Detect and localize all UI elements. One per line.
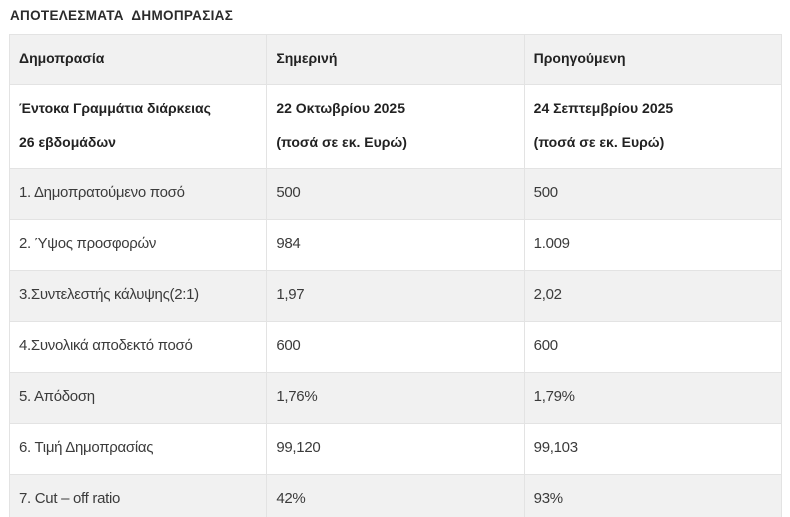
subheader-instrument-cell: Έντοκα Γραμμάτια διάρκειας 26 εβδομάδων	[8, 84, 268, 169]
row-label-cell: 7. Cut – off ratio	[8, 474, 268, 517]
column-header-previous: Προηγούμενη	[523, 34, 783, 85]
instrument-line-1: Έντοκα Γραμμάτια διάρκειας	[19, 100, 211, 116]
previous-value-cell: 99,103	[523, 423, 783, 475]
current-date: 22 Οκτωβρίου 2025	[276, 100, 406, 116]
row-label-cell: 2. Ύψος προσφορών	[8, 219, 268, 271]
previous-value-cell: 93%	[523, 474, 783, 517]
table-row: 1. Δημοπρατούμενο ποσό 500 500	[8, 168, 783, 220]
subheader-previous-date-cell: 24 Σεπτεμβρίου 2025 (ποσά σε εκ. Ευρώ)	[523, 84, 783, 169]
instrument-line-2: 26 εβδομάδων	[19, 134, 116, 150]
row-label-cell: 3.Συντελεστής κάλυψης(2:1)	[8, 270, 268, 322]
current-value-cell: 99,120	[266, 423, 525, 475]
column-header-auction: Δημοπρασία	[8, 34, 268, 85]
auction-results-table: Δημοπρασία Σημερινή Προηγούμενη Έντοκα Γ…	[8, 34, 783, 517]
table-row: 4.Συνολικά αποδεκτό ποσό 600 600	[8, 321, 783, 373]
column-header-current: Σημερινή	[266, 34, 525, 85]
table-header-row: Δημοπρασία Σημερινή Προηγούμενη	[8, 34, 783, 85]
row-label-cell: 5. Απόδοση	[8, 372, 268, 424]
previous-value-cell: 500	[523, 168, 783, 220]
row-label-cell: 1. Δημοπρατούμενο ποσό	[8, 168, 268, 220]
current-units-note: (ποσά σε εκ. Ευρώ)	[276, 134, 407, 150]
table-subheader-row: Έντοκα Γραμμάτια διάρκειας 26 εβδομάδων …	[8, 84, 783, 169]
current-value-cell: 500	[266, 168, 525, 220]
current-value-cell: 600	[266, 321, 525, 373]
previous-value-cell: 2,02	[523, 270, 783, 322]
page-title: ΑΠΟΤΕΛΕΣΜΑΤΑ ΔΗΜΟΠΡΑΣΙΑΣ	[10, 8, 234, 23]
subheader-current-date-cell: 22 Οκτωβρίου 2025 (ποσά σε εκ. Ευρώ)	[266, 84, 525, 169]
table-row: 6. Τιμή Δημοπρασίας 99,120 99,103	[8, 423, 783, 475]
row-label-cell: 6. Τιμή Δημοπρασίας	[8, 423, 268, 475]
current-value-cell: 1,76%	[266, 372, 525, 424]
table-row: 5. Απόδοση 1,76% 1,79%	[8, 372, 783, 424]
table-row: 3.Συντελεστής κάλυψης(2:1) 1,97 2,02	[8, 270, 783, 322]
previous-value-cell: 600	[523, 321, 783, 373]
current-value-cell: 984	[266, 219, 525, 271]
current-value-cell: 1,97	[266, 270, 525, 322]
previous-date: 24 Σεπτεμβρίου 2025	[533, 100, 674, 116]
previous-units-note: (ποσά σε εκ. Ευρώ)	[533, 134, 665, 150]
row-label-cell: 4.Συνολικά αποδεκτό ποσό	[8, 321, 268, 373]
current-value-cell: 42%	[266, 474, 525, 517]
previous-value-cell: 1,79%	[523, 372, 783, 424]
previous-value-cell: 1.009	[523, 219, 783, 271]
table-row: 2. Ύψος προσφορών 984 1.009	[8, 219, 783, 271]
table-row: 7. Cut – off ratio 42% 93%	[8, 474, 783, 517]
